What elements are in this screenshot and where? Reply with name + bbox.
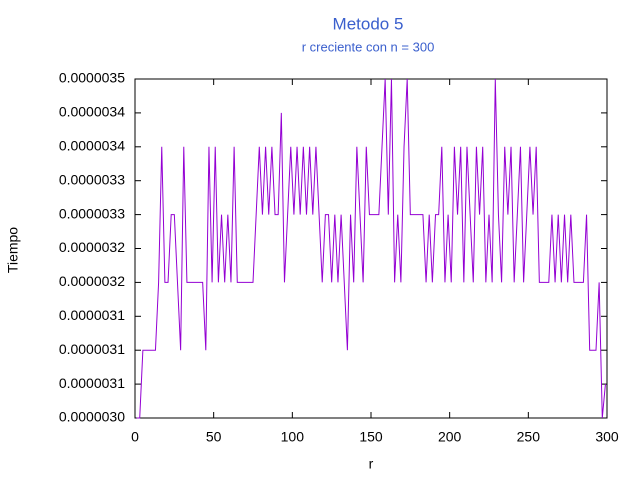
y-tick-label: 0.0000031 bbox=[59, 307, 125, 323]
x-tick-label: 150 bbox=[359, 429, 383, 445]
x-tick-label: 100 bbox=[281, 429, 305, 445]
y-tick-label: 0.0000032 bbox=[59, 239, 125, 255]
x-tick-label: 250 bbox=[517, 429, 541, 445]
chart-title: Metodo 5 bbox=[333, 14, 404, 33]
x-tick-label: 0 bbox=[131, 429, 139, 445]
chart-subtitle: r creciente con n = 300 bbox=[302, 39, 435, 54]
y-tick-label: 0.0000033 bbox=[59, 171, 125, 187]
y-axis-label: Tiempo bbox=[5, 227, 21, 273]
y-tick-label: 0.0000033 bbox=[59, 205, 125, 221]
y-tick-label: 0.0000030 bbox=[59, 409, 125, 425]
x-tick-label: 300 bbox=[595, 429, 619, 445]
x-axis-label: r bbox=[369, 456, 374, 472]
y-tick-label: 0.0000035 bbox=[59, 70, 125, 86]
x-tick-label: 50 bbox=[206, 429, 222, 445]
y-tick-label: 0.0000031 bbox=[59, 341, 125, 357]
y-tick-label: 0.0000032 bbox=[59, 273, 125, 289]
y-tick-label: 0.0000034 bbox=[59, 138, 125, 154]
y-tick-label: 0.0000034 bbox=[59, 104, 125, 120]
x-tick-label: 200 bbox=[438, 429, 462, 445]
y-tick-label: 0.0000031 bbox=[59, 375, 125, 391]
data-line bbox=[136, 78, 606, 419]
